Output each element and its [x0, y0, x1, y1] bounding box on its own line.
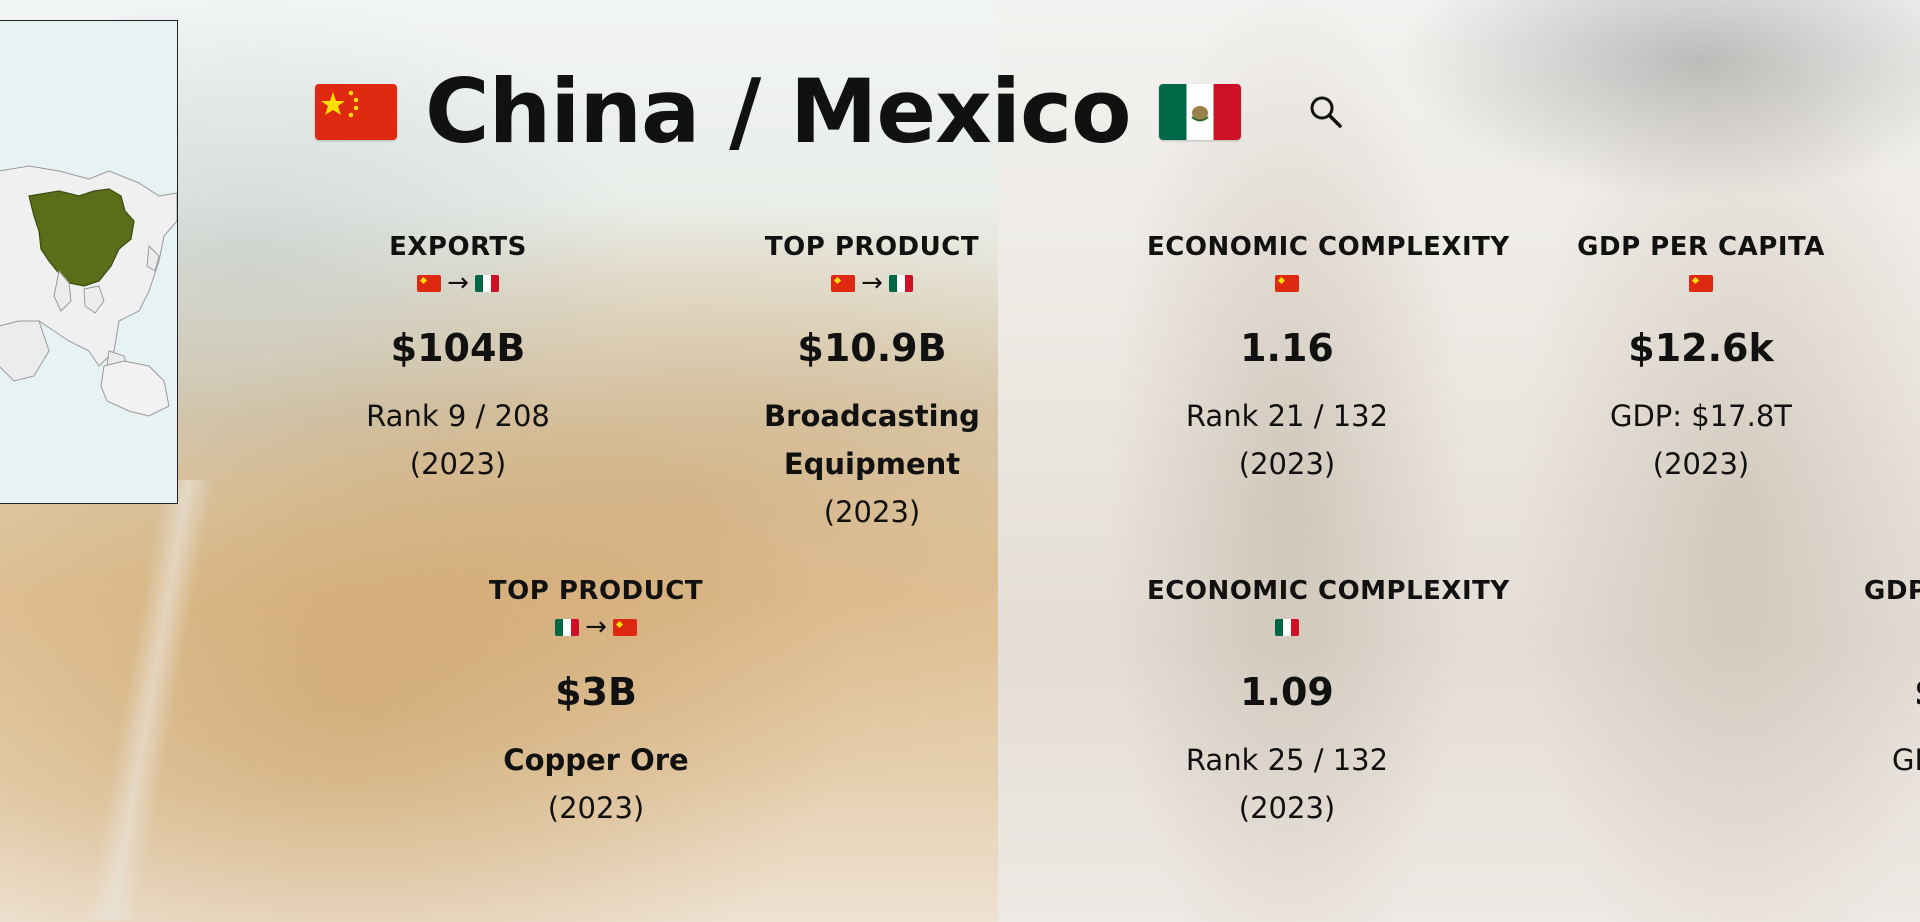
card-sub: Rank 25 / 132 (2023) [1147, 736, 1427, 832]
card-year: (2023) [1238, 790, 1336, 825]
card-rank: Rank 9 / 208 [366, 398, 550, 433]
world-map-svg [0, 165, 177, 417]
card-sub: GDP: $17.8T (2023) [1561, 392, 1841, 488]
arrow-icon: → [585, 612, 607, 642]
card-year: (2023) [1652, 446, 1750, 481]
card-label: ECONOMIC COMPLEXITY [1147, 576, 1510, 606]
card-sub: Rank 9 / 208 (2023) [318, 392, 598, 488]
world-map[interactable] [0, 20, 178, 504]
card-gdp: GDP: $17.8T [1609, 398, 1792, 433]
economic-complexity-card-mexico: ECONOMIC COMPLEXITY 1.09 Rank 25 / 132 (… [1147, 576, 1510, 832]
economic-complexity-card-china: ECONOMIC COMPLEXITY 1.16 Rank 21 / 132 (… [1147, 232, 1510, 488]
arrow-icon: → [447, 268, 469, 298]
background-cathedral [998, 0, 1920, 922]
card-flags [1147, 270, 1427, 296]
arrow-icon: → [861, 268, 883, 298]
china-flag-icon [1689, 274, 1713, 292]
card-value: $3B [555, 670, 637, 714]
product-name: Copper Ore [503, 742, 689, 777]
page-title: China / Mexico [425, 60, 1132, 163]
card-year: (2023) [547, 790, 645, 825]
card-value: $104B [390, 326, 526, 370]
card-rank: Rank 25 / 132 [1185, 742, 1389, 777]
mexico-flag-icon [888, 274, 913, 292]
page-header: China / Mexico [315, 62, 1241, 162]
card-flags [1147, 614, 1427, 640]
card-sub: Broadcasting Equipment (2023) [732, 392, 1012, 536]
card-flags [1864, 614, 1920, 640]
mexico-flag-icon [1158, 84, 1241, 140]
card-flags: → [732, 270, 1012, 296]
mexico-flag-icon [555, 618, 580, 636]
card-label: ECONOMIC COMPLEXITY [1147, 232, 1510, 262]
product-name-line-2: Equipment [783, 446, 961, 481]
card-label: TOP PRODUCT [764, 232, 980, 262]
card-flags: → [318, 270, 598, 296]
product-name-line-1: Broadcasting [764, 398, 980, 433]
card-year: (2023) [823, 494, 921, 529]
card-value: 1.16 [1240, 326, 1334, 370]
card-gdp: GD [1892, 742, 1920, 777]
card-value: $ [1864, 670, 1920, 716]
card-flags [1561, 270, 1841, 296]
card-label: GDP [1864, 576, 1920, 606]
top-product-card-china-mexico: TOP PRODUCT → $10.9B Broadcasting Equipm… [732, 232, 1012, 536]
card-label: EXPORTS [389, 232, 527, 262]
card-value: $12.6k [1628, 326, 1774, 370]
card-flags: → [456, 614, 736, 640]
card-value: 1.09 [1240, 670, 1334, 714]
china-flag-icon [831, 274, 856, 292]
china-flag-icon [612, 618, 637, 636]
china-flag-icon [417, 274, 442, 292]
mexico-flag-icon [474, 274, 499, 292]
gdp-per-capita-card-china: GDP PER CAPITA $12.6k GDP: $17.8T (2023) [1561, 232, 1841, 488]
mexico-flag-icon [1275, 618, 1299, 636]
card-rank: Rank 21 / 132 [1185, 398, 1389, 433]
background-wall-path [60, 480, 240, 920]
china-map-highlight [28, 188, 135, 287]
card-sub: Rank 21 / 132 (2023) [1147, 392, 1427, 488]
card-year: (2023) [1238, 446, 1336, 481]
search-icon [1310, 96, 1342, 128]
gdp-card-mexico: GDP $ GD [1864, 576, 1920, 784]
china-flag-icon [315, 84, 397, 140]
search-button[interactable] [1308, 94, 1344, 130]
card-label: GDP PER CAPITA [1577, 232, 1825, 262]
card-sub: GD [1864, 736, 1920, 784]
card-label: TOP PRODUCT [488, 576, 704, 606]
card-sub: Copper Ore (2023) [456, 736, 736, 832]
china-flag-icon [1275, 274, 1299, 292]
top-product-card-mexico-china: TOP PRODUCT → $3B Copper Ore (2023) [456, 576, 736, 832]
card-year: (2023) [409, 446, 507, 481]
exports-card: EXPORTS → $104B Rank 9 / 208 (2023) [318, 232, 598, 488]
card-value: $10.9B [797, 326, 947, 370]
